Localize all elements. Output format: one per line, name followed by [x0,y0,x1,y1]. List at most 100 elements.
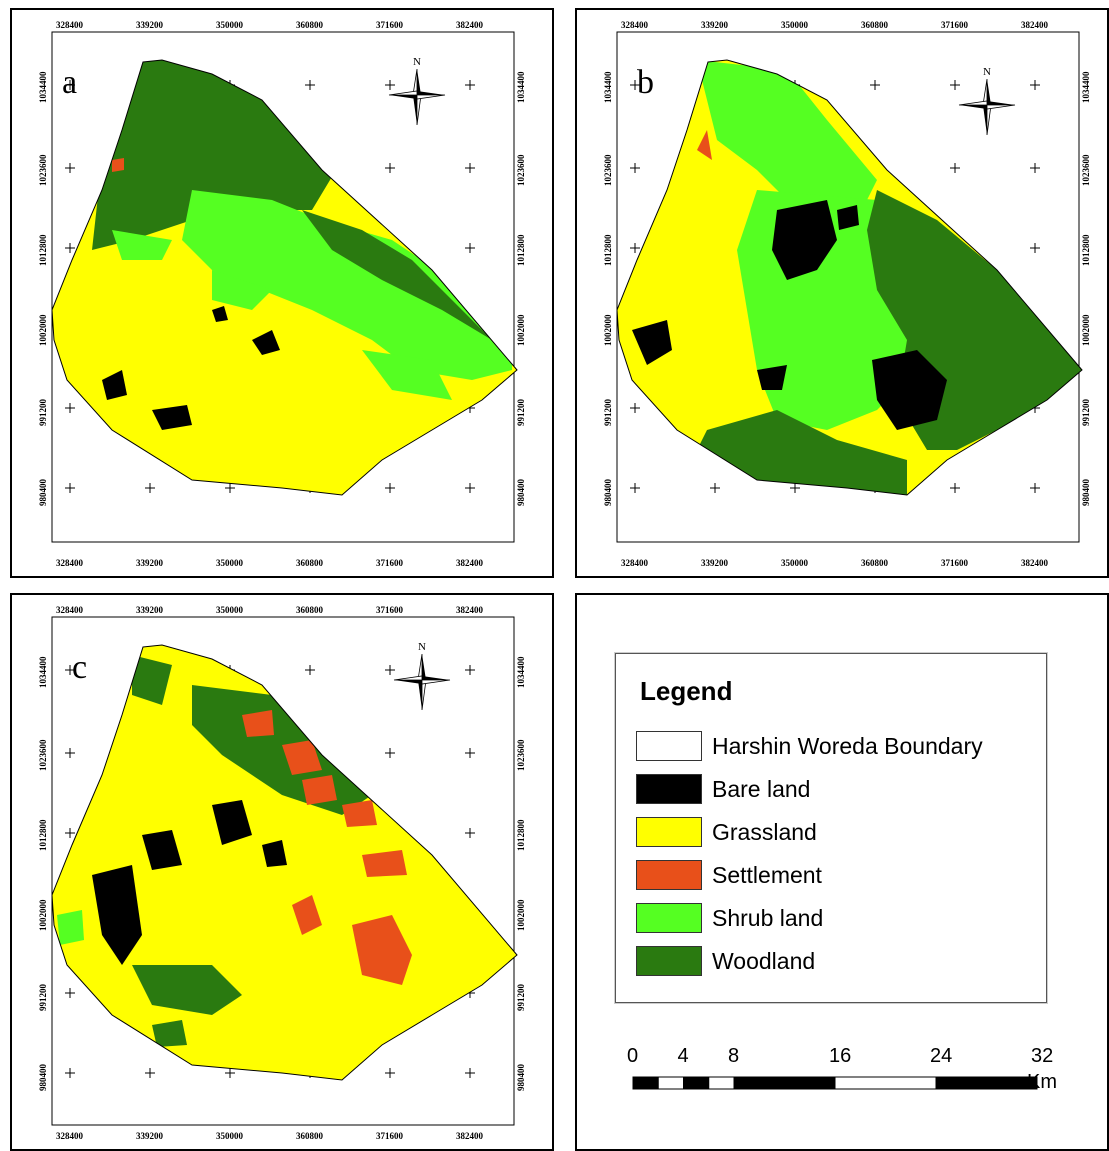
panel-letter-b: b [637,64,654,101]
x-tick-label: 350000 [216,20,244,30]
map-frame [616,31,1080,543]
map-panel-c: 328400 339200 350000 360800 371600 382400 328… [10,593,554,1151]
grid-cross [65,163,75,173]
y-tick-label: 991200 [516,984,526,1012]
legend-label: Settlement [712,861,822,888]
x-tick-label: 371600 [376,1131,404,1141]
x-tick-label: 350000 [216,558,244,568]
map-frame [51,616,515,1126]
y-tick-label: 1023600 [603,154,613,186]
legend-swatch-settlement [636,860,702,890]
legend-swatch-bare-land [636,774,702,804]
scale-segment [683,1076,710,1090]
north-arrow-icon: N [393,641,451,711]
x-tick-labels-top: 328400 339200 350000 360800 371600 382400 [56,605,484,615]
y-tick-label: 980400 [516,479,526,507]
grid-cross [65,403,75,413]
y-tick-label: 1002000 [516,314,526,346]
grid-cross [385,483,395,493]
scale-label: 4 [677,1045,689,1067]
legend-item: Woodland [636,944,815,978]
x-tick-label: 382400 [456,558,484,568]
grid-cross [225,483,235,493]
scale-label: 24 [930,1045,953,1067]
y-tick-label: 1012800 [38,234,48,266]
legend-swatch-woodland [636,946,702,976]
y-tick-labels-right: 1034400 1023600 1012800 1002000 991200 980400 [1081,71,1091,506]
grid-cross [65,1068,75,1078]
legend-panel: Legend Harshin Woreda Boundary Bare land… [575,593,1109,1151]
grid-cross [65,988,75,998]
grid-cross [385,665,395,675]
x-tick-label: 328400 [56,605,84,615]
grid-cross [305,665,315,675]
grid-cross [385,163,395,173]
x-tick-label: 339200 [701,558,729,568]
scale-segment [935,1076,1038,1090]
x-tick-label: 382400 [1021,558,1049,568]
y-tick-label: 980400 [38,479,48,507]
legend-swatch-grassland [636,817,702,847]
grid-cross [65,665,75,675]
y-tick-label: 980400 [38,1064,48,1092]
grid-cross [65,483,75,493]
north-label: N [983,66,991,78]
x-tick-label: 350000 [781,20,809,30]
grid-cross [630,483,640,493]
legend-item: Grassland [636,815,817,849]
x-tick-label: 339200 [136,605,164,615]
x-tick-label: 360800 [861,558,889,568]
scale-segment [657,1076,684,1090]
scale-label: 0 [627,1045,639,1067]
scale-bar-svg [632,1076,1038,1090]
grid-cross [465,483,475,493]
y-tick-label: 1012800 [516,819,526,851]
y-tick-label: 1002000 [38,314,48,346]
grid-cross [465,828,475,838]
x-tick-labels-bottom: 328400 339200 350000 360800 371600 382400 [56,1131,484,1141]
map-panel-b: 328400 339200 350000 360800 371600 382400 328… [575,8,1109,578]
y-tick-label: 1023600 [516,154,526,186]
grid-cross [950,163,960,173]
legend-swatch-shrub-land [636,903,702,933]
woreda-boundary [51,59,518,496]
x-tick-label: 382400 [456,605,484,615]
x-tick-label: 339200 [136,558,164,568]
grid-cross [465,665,475,675]
x-tick-labels-top: 328400 339200 350000 360800 371600 382400 [621,20,1049,30]
map-svg-b: 328400 339200 350000 360800 371600 382400 328… [603,20,1091,568]
y-tick-labels-left: 1034400 1023600 1012800 1002000 991200 980400 [38,71,48,506]
scale-label: 32 [1031,1045,1054,1067]
north-arrow-icon: N [388,56,446,126]
scale-unit: Km [1027,1071,1057,1093]
grid-cross [145,1068,155,1078]
y-tick-label: 1023600 [38,154,48,186]
legend-label: Bare land [712,775,811,802]
y-tick-label: 980400 [516,1064,526,1092]
x-tick-label: 382400 [456,20,484,30]
panel-letter-c: c [72,649,88,686]
x-tick-label: 328400 [56,20,84,30]
x-tick-label: 360800 [296,605,324,615]
grid-cross [630,163,640,173]
x-tick-label: 339200 [136,1131,164,1141]
y-tick-label: 1023600 [38,739,48,771]
y-tick-label: 1034400 [38,656,48,688]
land-cover-b [617,60,1082,495]
legend-item: Shrub land [636,901,823,935]
grid-cross [1030,163,1040,173]
grid-cross [65,748,75,758]
y-tick-label: 1002000 [38,899,48,931]
grid-cross [630,243,640,253]
y-tick-label: 1023600 [516,739,526,771]
x-tick-label: 360800 [861,20,889,30]
scale-label: 16 [829,1045,852,1067]
y-tick-labels-left: 1034400 1023600 1012800 1002000 991200 980400 [38,656,48,1091]
x-tick-label: 371600 [941,20,969,30]
y-tick-label: 1012800 [1081,234,1091,266]
x-tick-label: 328400 [621,558,649,568]
woreda-boundary [51,644,518,1081]
grid-cross [790,483,800,493]
y-tick-label: 991200 [38,399,48,427]
y-tick-label: 1002000 [603,314,613,346]
